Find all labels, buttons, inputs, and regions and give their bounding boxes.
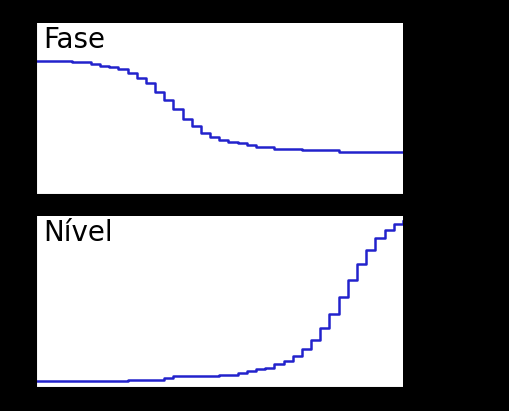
Text: Fase: Fase [43, 26, 105, 54]
Text: Nível: Nível [43, 219, 112, 247]
